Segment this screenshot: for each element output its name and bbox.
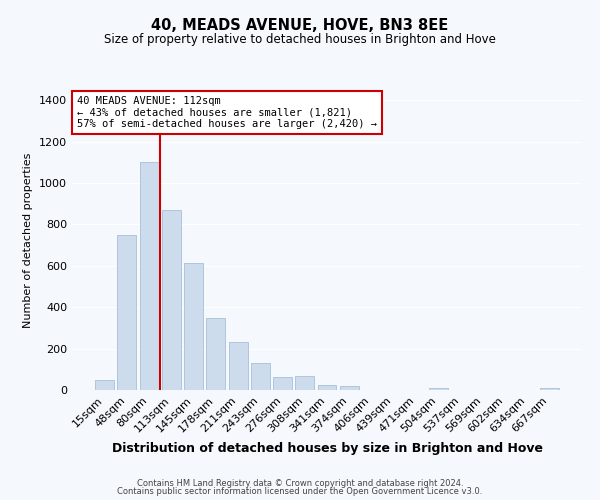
Text: 40, MEADS AVENUE, HOVE, BN3 8EE: 40, MEADS AVENUE, HOVE, BN3 8EE (151, 18, 449, 32)
Bar (317, 385, 337, 390)
Bar (251, 363, 270, 390)
Text: Size of property relative to detached houses in Brighton and Hove: Size of property relative to detached ho… (104, 32, 496, 46)
Text: 40 MEADS AVENUE: 112sqm
← 43% of detached houses are smaller (1,821)
57% of semi: 40 MEADS AVENUE: 112sqm ← 43% of detache… (77, 96, 377, 129)
Bar (140, 162, 158, 390)
Bar (95, 380, 114, 390)
Bar (295, 376, 314, 390)
Bar (429, 388, 448, 390)
Bar (273, 376, 292, 390)
Bar (540, 388, 559, 390)
Text: Contains public sector information licensed under the Open Government Licence v3: Contains public sector information licen… (118, 487, 482, 496)
Bar (340, 386, 359, 390)
Y-axis label: Number of detached properties: Number of detached properties (23, 152, 34, 328)
Bar (162, 210, 181, 390)
X-axis label: Distribution of detached houses by size in Brighton and Hove: Distribution of detached houses by size … (112, 442, 542, 455)
Bar (206, 318, 225, 390)
Bar (118, 235, 136, 390)
Text: Contains HM Land Registry data © Crown copyright and database right 2024.: Contains HM Land Registry data © Crown c… (137, 478, 463, 488)
Bar (184, 263, 203, 390)
Bar (229, 342, 248, 390)
